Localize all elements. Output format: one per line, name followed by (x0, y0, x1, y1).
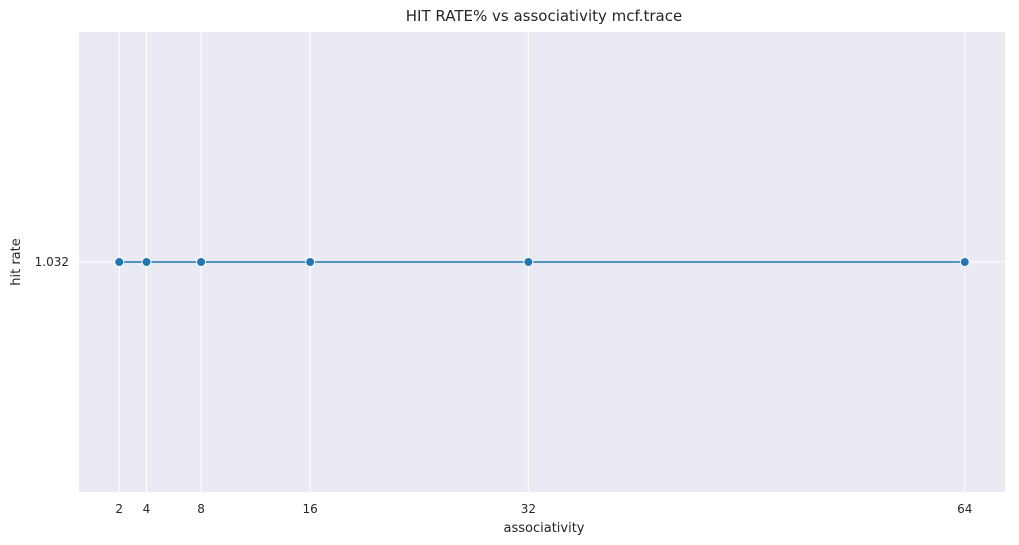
data-point (305, 257, 316, 267)
x-tick-label: 8 (197, 502, 205, 516)
y-tick-label: 1.032 (35, 255, 69, 269)
chart-title: HIT RATE% vs associativity mcf.trace (406, 7, 682, 25)
y-axis-label: hit rate (9, 238, 24, 286)
data-point (959, 257, 970, 267)
x-tick-label: 32 (521, 502, 536, 516)
data-point (196, 257, 207, 267)
x-axis-label: associativity (504, 521, 585, 536)
data-point (114, 257, 125, 267)
x-tick-label: 4 (143, 502, 151, 516)
data-point (141, 257, 152, 267)
data-point (523, 257, 534, 267)
x-tick-label: 64 (957, 502, 972, 516)
x-tick-label: 16 (303, 502, 318, 516)
x-tick-label: 2 (115, 502, 123, 516)
y-tick-labels: 1.032 (35, 255, 69, 269)
series-layer (114, 257, 970, 267)
x-tick-labels: 2 4 8 16 32 64 (115, 502, 972, 516)
